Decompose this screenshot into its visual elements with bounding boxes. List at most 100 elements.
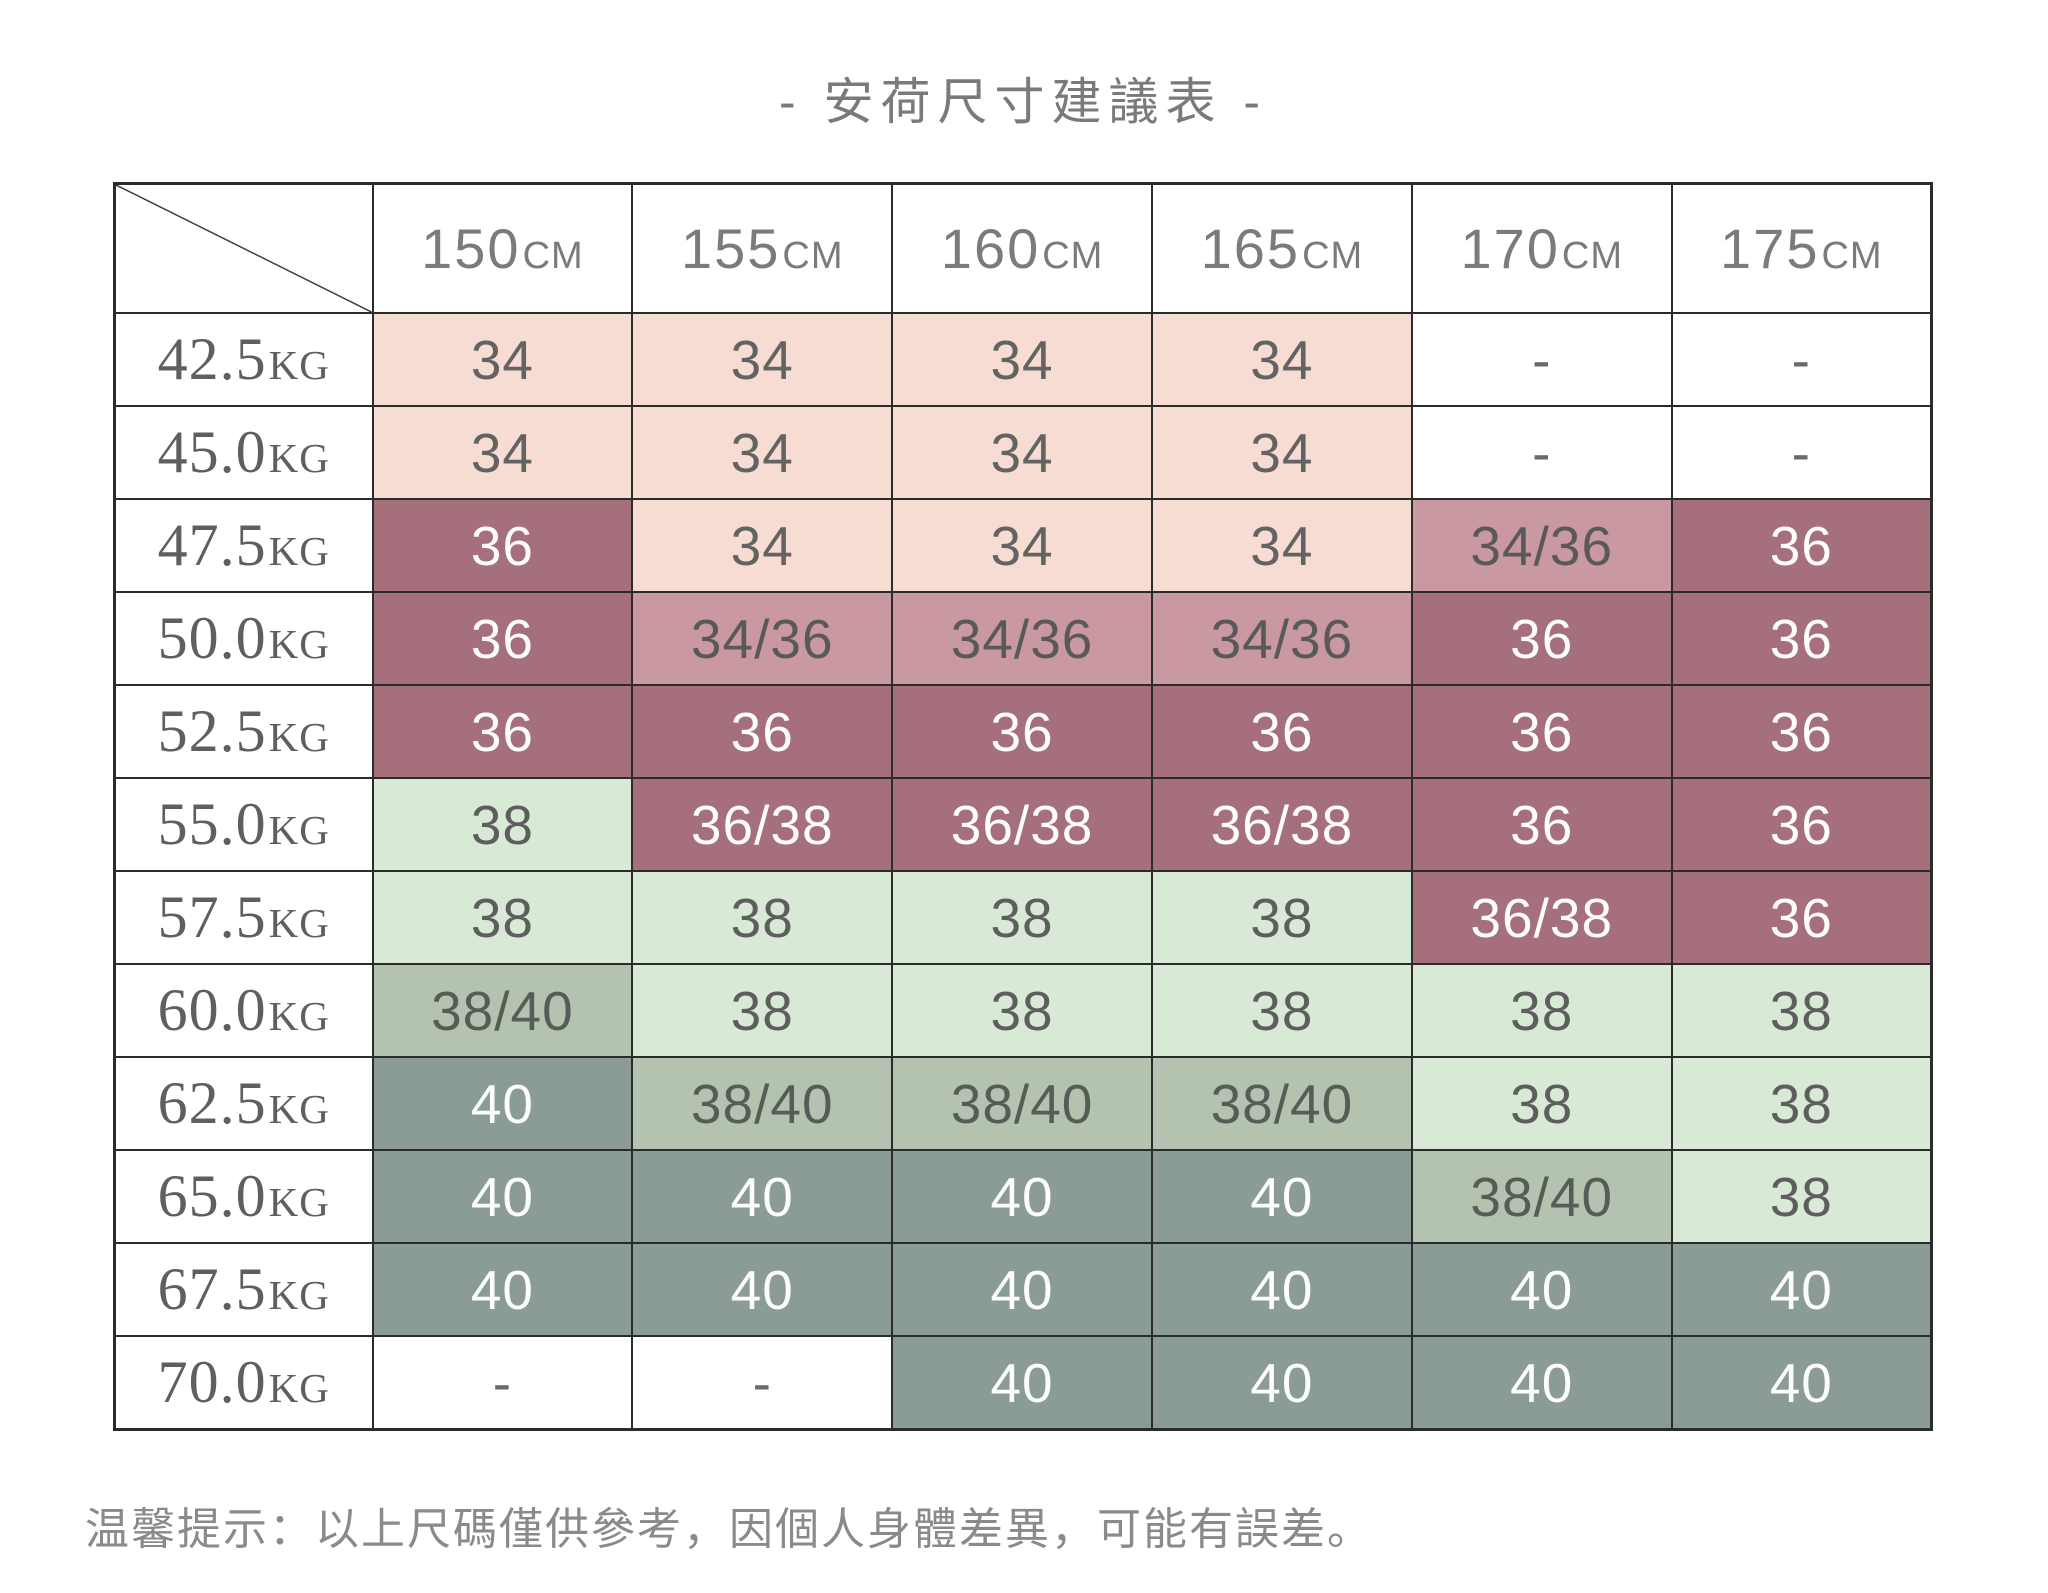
height-value: 150 (421, 217, 521, 280)
size-cell: 38 (1150, 870, 1413, 965)
weight-value: 47.5 (157, 512, 267, 578)
size-cell: - (1410, 405, 1673, 500)
size-cell: 40 (891, 1335, 1153, 1431)
weight-row-label: 67.5KG (113, 1242, 374, 1337)
size-cell: 34 (891, 498, 1153, 593)
weight-unit: KG (268, 1086, 330, 1132)
size-cell: 36 (631, 684, 894, 779)
size-cell: 34/36 (1410, 498, 1673, 593)
size-cell: 38/40 (631, 1056, 894, 1151)
size-table: 150CM 155CM 160CM 165CM 170CM 175CM 42.5KG 34 3… (113, 182, 1933, 1431)
size-cell: - (371, 1335, 634, 1431)
height-column-header: 150CM (371, 182, 634, 314)
size-cell: 40 (1410, 1242, 1673, 1337)
weight-unit: KG (268, 342, 330, 388)
size-cell: 38 (891, 963, 1153, 1058)
size-cell: 36 (1150, 684, 1413, 779)
size-cell: 36 (1670, 684, 1933, 779)
size-cell: 36 (1670, 498, 1933, 593)
size-cell: 36/38 (1410, 870, 1673, 965)
height-column-header: 170CM (1410, 182, 1673, 314)
size-cell: 40 (1670, 1335, 1933, 1431)
size-cell: 34 (371, 312, 634, 407)
size-cell: 38/40 (1410, 1149, 1673, 1244)
size-cell: 34 (631, 312, 894, 407)
table-row: 55.0KG 38 36/38 36/38 36/38 36 36 (113, 777, 1933, 872)
height-unit: CM (782, 235, 844, 277)
weight-value: 57.5 (157, 884, 267, 950)
table-row: 47.5KG 36 34 34 34 34/36 36 (113, 498, 1933, 593)
weight-value: 60.0 (157, 977, 267, 1043)
size-cell: 34/36 (631, 591, 894, 686)
page-title: - 安荷尺寸建議表 - (778, 74, 1268, 130)
size-cell: 38/40 (1150, 1056, 1413, 1151)
weight-row-label: 62.5KG (113, 1056, 374, 1151)
size-cell: 40 (891, 1149, 1153, 1244)
weight-row-label: 57.5KG (113, 870, 374, 965)
weight-value: 62.5 (157, 1070, 267, 1136)
header-row: 150CM 155CM 160CM 165CM 170CM 175CM (113, 182, 1933, 314)
weight-value: 42.5 (157, 326, 267, 392)
size-cell: 36/38 (1150, 777, 1413, 872)
weight-value: 45.0 (157, 419, 267, 485)
weight-row-label: 47.5KG (113, 498, 374, 593)
size-cell: 40 (1150, 1242, 1413, 1337)
size-cell: 34 (1150, 498, 1413, 593)
weight-value: 52.5 (157, 698, 267, 764)
size-cell: 36 (1670, 591, 1933, 686)
size-cell: 40 (1150, 1335, 1413, 1431)
size-cell: 40 (1670, 1242, 1933, 1337)
size-cell: 34/36 (891, 591, 1153, 686)
table-row: 42.5KG 34 34 34 34- - (113, 312, 1933, 407)
size-cell: 38 (1150, 963, 1413, 1058)
height-unit: CM (1042, 235, 1104, 277)
size-cell: 38 (891, 870, 1153, 965)
weight-value: 50.0 (157, 605, 267, 671)
weight-row-label: 50.0KG (113, 591, 374, 686)
size-cell: 36 (371, 498, 634, 593)
height-column-header: 155CM (631, 182, 894, 314)
table-row: 62.5KG 40 38/40 38/40 38/40 38 38 (113, 1056, 1933, 1151)
corner-cell (113, 182, 374, 314)
size-cell: 36 (1670, 870, 1933, 965)
weight-value: 67.5 (157, 1256, 267, 1322)
size-cell: 34 (631, 405, 894, 500)
size-cell: 40 (631, 1149, 894, 1244)
height-value: 160 (940, 217, 1041, 280)
size-cell: 36 (1410, 684, 1673, 779)
size-cell: - (1670, 312, 1933, 407)
size-cell: 36/38 (891, 777, 1153, 872)
size-cell: 34 (1150, 405, 1413, 500)
weight-unit: KG (268, 1365, 330, 1411)
table-row: 67.5KG 40 40 40 40 40 40 (113, 1242, 1933, 1337)
size-cell: 38 (631, 963, 894, 1058)
weight-value: 55.0 (157, 791, 267, 857)
weight-row-label: 55.0KG (113, 777, 374, 872)
size-cell: 40 (631, 1242, 894, 1337)
size-cell: 36 (371, 684, 634, 779)
size-cell: 40 (371, 1242, 634, 1337)
table-row: 57.5KG 38 38 38 38 36/38 36 (113, 870, 1933, 965)
height-unit: CM (1561, 235, 1623, 277)
height-value: 155 (680, 217, 781, 280)
weight-unit: KG (268, 807, 330, 853)
height-value: 175 (1720, 217, 1820, 280)
height-column-header: 160CM (891, 182, 1153, 314)
size-cell: 38/40 (371, 963, 634, 1058)
size-cell: 38/40 (891, 1056, 1153, 1151)
size-cell: 40 (891, 1242, 1153, 1337)
table-row: 70.0KG - -40 40 40 40 (113, 1335, 1933, 1431)
weight-row-label: 65.0KG (113, 1149, 374, 1244)
size-cell: 38 (631, 870, 894, 965)
size-cell: - (1670, 405, 1933, 500)
size-cell: 34 (371, 405, 634, 500)
weight-unit: KG (268, 1272, 330, 1318)
height-value: 165 (1200, 217, 1301, 280)
size-cell: 36 (891, 684, 1153, 779)
size-table-body: 42.5KG 34 34 34 34- -45.0KG 34 34 34 34- -47.5KG 36… (113, 312, 1933, 1431)
size-cell: - (631, 1335, 894, 1431)
size-cell: 34 (891, 405, 1153, 500)
weight-row-label: 45.0KG (113, 405, 374, 500)
height-column-header: 165CM (1150, 182, 1413, 314)
height-unit: CM (1821, 235, 1883, 277)
